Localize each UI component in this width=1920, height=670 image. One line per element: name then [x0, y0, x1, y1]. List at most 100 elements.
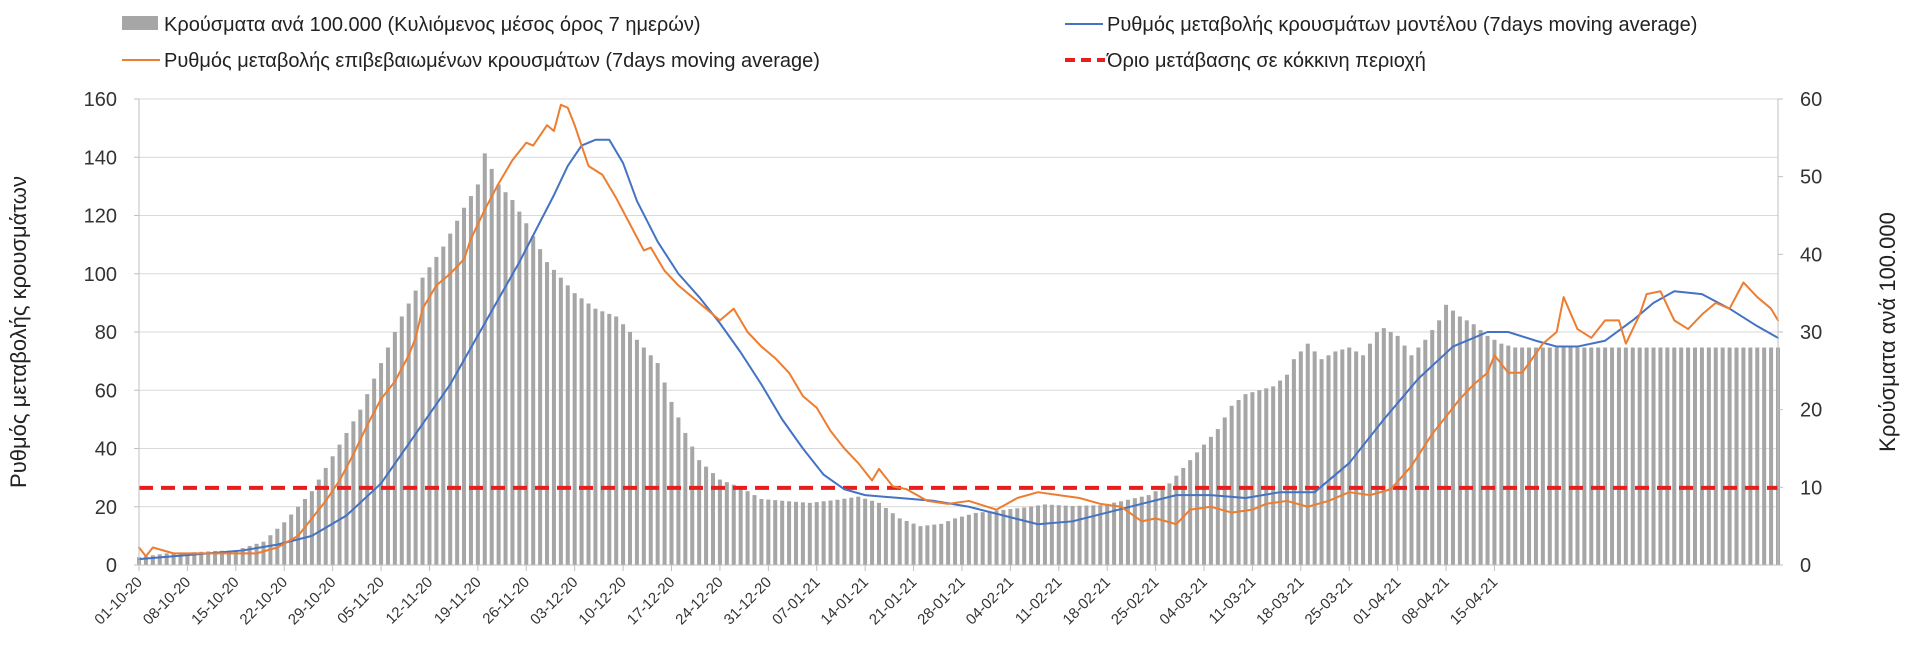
bar [420, 277, 425, 565]
bar [1305, 343, 1310, 565]
bar [780, 500, 785, 565]
y-left-tick-label: 140 [84, 147, 117, 169]
bar [372, 378, 377, 565]
bar [759, 498, 764, 565]
bar [828, 500, 833, 565]
x-tick-label: 26-11-20 [479, 574, 533, 628]
y-left-tick-label: 160 [84, 89, 117, 111]
bar [1575, 347, 1580, 565]
legend-label-bars: Κρούσματα ανά 100.000 (Κυλιόμενος μέσος … [164, 14, 701, 36]
bar [814, 502, 819, 565]
bar [143, 556, 148, 565]
bar [980, 512, 985, 565]
y-right-tick-label: 50 [1800, 167, 1822, 189]
bar [1672, 347, 1677, 565]
x-tick-label: 25-02-21 [1108, 574, 1162, 628]
y-left-axis-title: Ρυθμός μεταβολής κρουσμάτων [6, 176, 31, 488]
bar [863, 498, 868, 565]
bar [517, 211, 522, 565]
x-tick-label: 08-10-20 [140, 574, 194, 628]
x-tick-label: 21-01-21 [866, 574, 920, 628]
bar [1070, 505, 1075, 565]
bar [1589, 347, 1594, 565]
bar [1444, 304, 1449, 565]
bar [1630, 347, 1635, 565]
bar [697, 460, 702, 565]
bar [807, 502, 812, 565]
bar [883, 508, 888, 565]
bar [524, 223, 529, 565]
x-tick-label: 05-11-20 [334, 574, 388, 628]
bar [634, 339, 639, 565]
bar [1022, 507, 1027, 565]
bar [876, 502, 881, 565]
bar [379, 363, 384, 565]
y-left-tick-label: 20 [95, 497, 117, 519]
y-left-tick-label: 0 [106, 555, 117, 577]
bar [662, 382, 667, 565]
x-tick-label: 17-12-20 [624, 574, 678, 628]
bar [496, 184, 501, 565]
bar [959, 516, 964, 565]
bar [489, 168, 494, 565]
bar [323, 467, 328, 565]
bar [1091, 505, 1096, 565]
lines [138, 103, 1779, 561]
bar [1119, 501, 1124, 565]
bar [1042, 504, 1047, 565]
bar [1271, 386, 1276, 565]
bar [1236, 399, 1241, 565]
series-line-model [138, 138, 1779, 561]
bar [1077, 505, 1082, 565]
bar [1029, 506, 1034, 565]
bar [1437, 320, 1442, 565]
bar [413, 290, 418, 565]
bar [1264, 388, 1269, 565]
y-right-tick-label: 10 [1800, 477, 1822, 499]
legend: Κρούσματα ανά 100.000 (Κυλιόμενος μέσος … [122, 14, 1697, 72]
bar [1257, 390, 1262, 565]
bar [1388, 332, 1393, 565]
bar [1208, 436, 1213, 565]
bar [365, 394, 370, 565]
bar [150, 555, 155, 565]
bar [1222, 417, 1227, 565]
bar [1105, 503, 1110, 565]
bar [572, 293, 577, 565]
bar [1547, 347, 1552, 565]
bar [1312, 351, 1317, 565]
x-tick-label: 29-10-20 [285, 574, 339, 628]
bar [1084, 505, 1089, 565]
x-tick-label: 12-11-20 [383, 574, 437, 628]
bar [1596, 347, 1601, 565]
bar [240, 548, 245, 565]
x-tick-label: 14-01-21 [817, 574, 871, 628]
bar [1741, 347, 1746, 565]
x-tick-label: 04-02-21 [963, 574, 1017, 628]
bar [1347, 347, 1352, 565]
bar [655, 363, 660, 565]
bar [1367, 343, 1372, 565]
x-tick-label: 31-12-20 [721, 574, 775, 628]
bar [192, 552, 197, 565]
bar [1513, 347, 1518, 565]
bar [351, 421, 356, 565]
bar [1250, 392, 1255, 565]
bar [1616, 347, 1621, 565]
bar [669, 401, 674, 565]
bar [406, 303, 411, 565]
bar [1568, 347, 1573, 565]
bar [683, 432, 688, 565]
bar [925, 525, 930, 565]
bar [1015, 508, 1020, 565]
bar [676, 417, 681, 565]
bar [731, 484, 736, 565]
bar [710, 473, 716, 565]
y-right-tick-label: 60 [1800, 89, 1822, 111]
bar [558, 277, 563, 565]
bar [1333, 351, 1338, 565]
bar [766, 499, 771, 565]
bar [157, 554, 162, 565]
bar [309, 491, 314, 565]
